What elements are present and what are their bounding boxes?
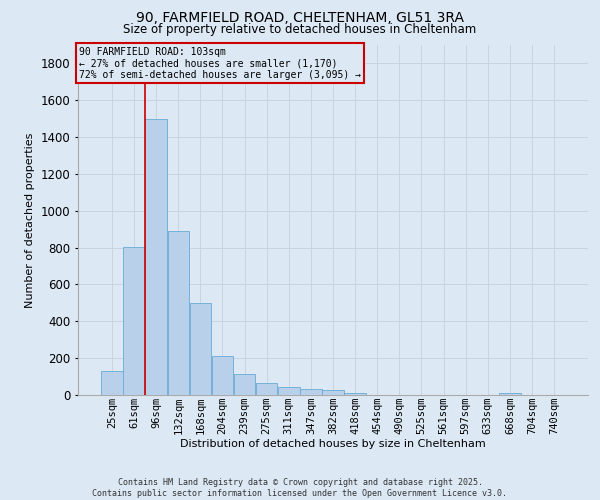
Bar	[123, 246, 145, 395]
Bar	[234, 374, 255, 395]
Text: 90 FARMFIELD ROAD: 103sqm
← 27% of detached houses are smaller (1,170)
72% of se: 90 FARMFIELD ROAD: 103sqm ← 27% of detac…	[79, 47, 361, 80]
Bar	[344, 393, 366, 395]
Y-axis label: Number of detached properties: Number of detached properties	[25, 132, 35, 308]
Bar	[322, 390, 344, 395]
Bar	[278, 386, 299, 395]
Text: Size of property relative to detached houses in Cheltenham: Size of property relative to detached ho…	[124, 22, 476, 36]
Bar	[145, 118, 167, 395]
Text: 90, FARMFIELD ROAD, CHELTENHAM, GL51 3RA: 90, FARMFIELD ROAD, CHELTENHAM, GL51 3RA	[136, 11, 464, 25]
Bar	[499, 393, 521, 395]
Text: Contains HM Land Registry data © Crown copyright and database right 2025.
Contai: Contains HM Land Registry data © Crown c…	[92, 478, 508, 498]
Bar	[101, 371, 122, 395]
Bar	[190, 303, 211, 395]
X-axis label: Distribution of detached houses by size in Cheltenham: Distribution of detached houses by size …	[180, 440, 486, 450]
Bar	[256, 383, 277, 395]
Bar	[212, 356, 233, 395]
Bar	[167, 231, 189, 395]
Bar	[300, 389, 322, 395]
